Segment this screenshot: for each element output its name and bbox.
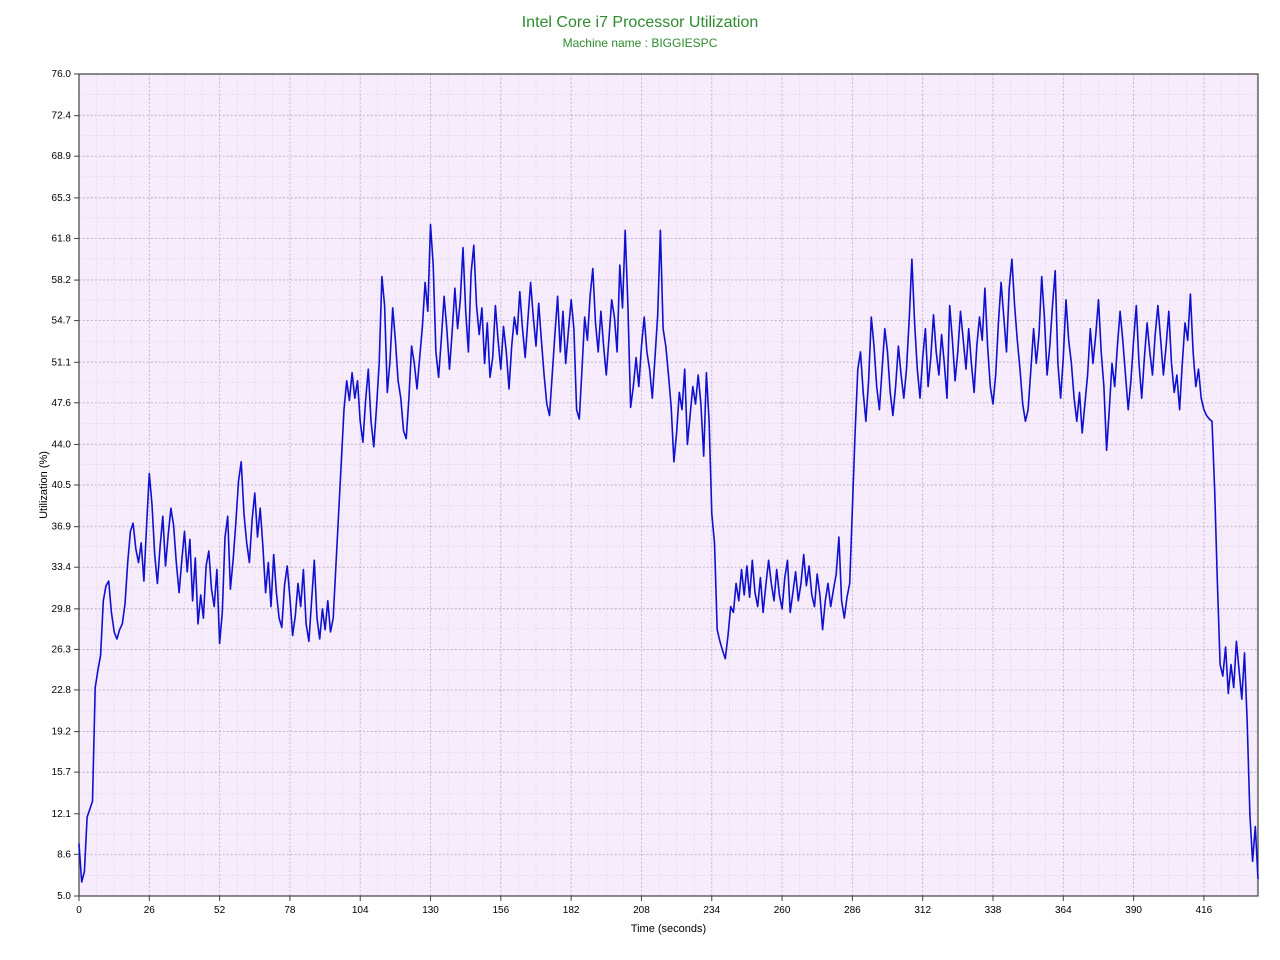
- svg-text:364: 364: [1055, 905, 1072, 916]
- svg-text:0: 0: [76, 905, 82, 916]
- chart-subtitle: Machine name : BIGGIESPC: [0, 36, 1280, 50]
- svg-text:26: 26: [144, 905, 156, 916]
- svg-text:68.9: 68.9: [52, 151, 72, 162]
- svg-text:22.8: 22.8: [52, 685, 72, 696]
- svg-text:12.1: 12.1: [52, 809, 72, 820]
- chart-title: Intel Core i7 Processor Utilization: [0, 0, 1280, 32]
- svg-text:5.0: 5.0: [57, 891, 71, 902]
- svg-text:29.8: 29.8: [52, 604, 72, 615]
- svg-text:40.5: 40.5: [52, 480, 72, 491]
- chart-container: Intel Core i7 Processor Utilization Mach…: [0, 0, 1280, 960]
- svg-text:130: 130: [422, 905, 439, 916]
- svg-text:76.0: 76.0: [52, 69, 72, 80]
- svg-text:260: 260: [774, 905, 791, 916]
- svg-text:33.4: 33.4: [52, 562, 72, 573]
- svg-text:286: 286: [844, 905, 861, 916]
- svg-text:44.0: 44.0: [52, 439, 72, 450]
- svg-text:36.9: 36.9: [52, 522, 72, 533]
- svg-text:Utilization (%): Utilization (%): [38, 451, 50, 519]
- svg-text:78: 78: [284, 905, 296, 916]
- svg-text:26.3: 26.3: [52, 644, 72, 655]
- svg-text:51.1: 51.1: [52, 357, 72, 368]
- svg-text:338: 338: [985, 905, 1002, 916]
- svg-text:72.4: 72.4: [52, 111, 72, 122]
- svg-text:234: 234: [703, 905, 720, 916]
- svg-text:65.3: 65.3: [52, 193, 72, 204]
- svg-text:52: 52: [214, 905, 226, 916]
- svg-text:15.7: 15.7: [52, 767, 72, 778]
- chart-svg: 0 26 52 78 104 130 156 182 208 234 260 286 312 338 364…: [35, 60, 1268, 940]
- svg-text:Time (seconds): Time (seconds): [631, 923, 706, 935]
- svg-text:47.6: 47.6: [52, 398, 72, 409]
- svg-text:54.7: 54.7: [52, 316, 72, 327]
- svg-text:19.2: 19.2: [52, 727, 72, 738]
- chart-plot-area: 0 26 52 78 104 130 156 182 208 234 260 286 312 338 364…: [35, 60, 1268, 940]
- svg-text:390: 390: [1125, 905, 1142, 916]
- svg-text:61.8: 61.8: [52, 233, 72, 244]
- svg-text:8.6: 8.6: [57, 849, 71, 860]
- svg-text:182: 182: [563, 905, 580, 916]
- svg-text:312: 312: [914, 905, 931, 916]
- svg-text:156: 156: [493, 905, 510, 916]
- svg-text:416: 416: [1196, 905, 1213, 916]
- svg-text:104: 104: [352, 905, 369, 916]
- svg-text:58.2: 58.2: [52, 275, 72, 286]
- svg-text:208: 208: [633, 905, 650, 916]
